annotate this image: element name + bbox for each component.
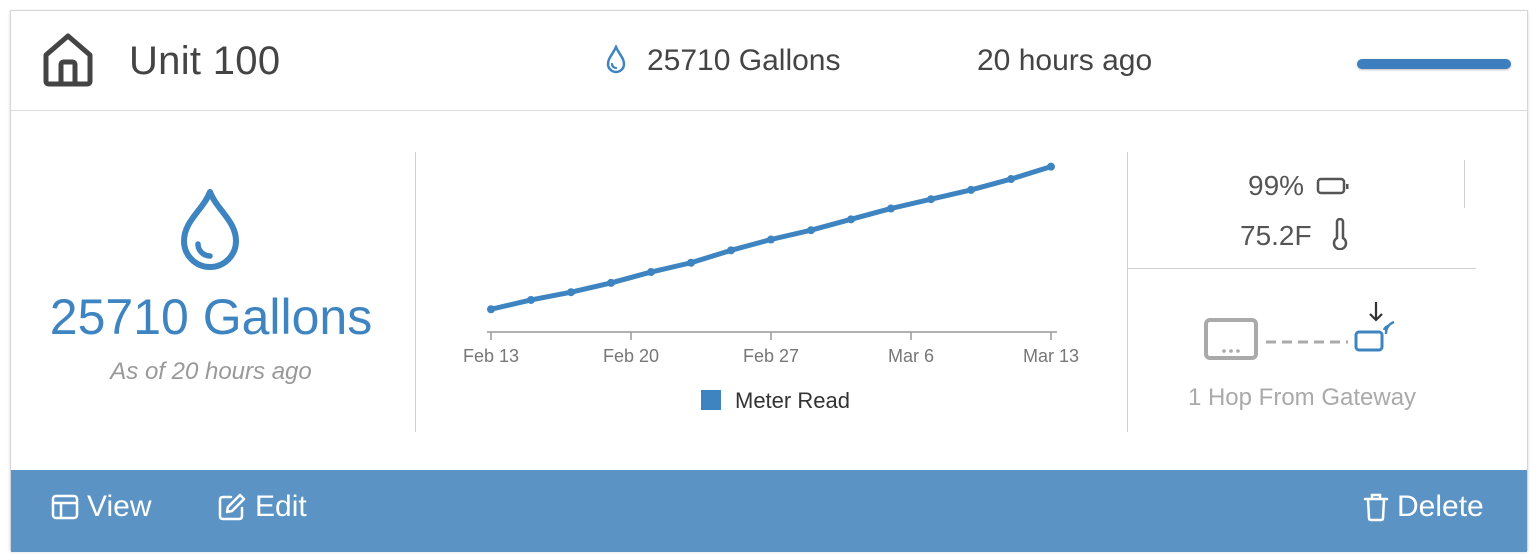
battery-icon xyxy=(1316,177,1349,195)
divider xyxy=(415,152,416,432)
network-diagram xyxy=(1204,302,1395,360)
view-button[interactable]: View xyxy=(51,490,151,524)
card-body: 25710 Gallons As of 20 hours ago Feb 13 F… xyxy=(11,112,1527,470)
divider xyxy=(1464,160,1465,208)
delete-button[interactable]: Delete xyxy=(1363,490,1484,524)
data-point xyxy=(807,226,815,235)
data-point xyxy=(927,195,935,204)
data-point xyxy=(887,204,895,213)
data-point xyxy=(567,288,575,297)
temperature-value: 75.2F xyxy=(1240,220,1312,251)
x-tick-label: Feb 27 xyxy=(743,346,799,366)
unit-title: Unit 100 xyxy=(129,39,281,83)
divider xyxy=(1128,268,1476,269)
water-drop-icon xyxy=(181,189,239,270)
data-point xyxy=(1047,162,1055,171)
legend-swatch xyxy=(701,390,721,410)
data-point xyxy=(527,295,535,304)
total-gallons: 25710 Gallons xyxy=(49,289,373,345)
data-point xyxy=(847,215,855,224)
thermometer-icon xyxy=(1333,217,1348,251)
data-point xyxy=(687,258,695,267)
view-icon xyxy=(51,494,79,520)
device-status: 99% 75.2F xyxy=(1128,112,1529,470)
gateway-icon xyxy=(1354,302,1395,352)
battery-status: 99% xyxy=(1248,170,1350,202)
divider xyxy=(1127,152,1128,432)
water-drop-icon xyxy=(606,45,626,74)
edit-button[interactable]: Edit xyxy=(217,490,307,524)
x-tick-label: Mar 13 xyxy=(1023,346,1079,366)
hop-count: 1 Hop From Gateway xyxy=(1187,384,1417,411)
data-point xyxy=(1007,175,1015,184)
header-last-read: 20 hours ago xyxy=(977,44,1153,77)
delete-label: Delete xyxy=(1397,490,1484,523)
battery-level: 99% xyxy=(1248,170,1305,201)
x-tick-label: Mar 6 xyxy=(888,346,934,366)
data-point xyxy=(607,278,615,287)
as-of-text: As of 20 hours ago xyxy=(110,358,312,385)
action-bar: View Edit Delete xyxy=(11,470,1527,552)
header-gallons: 25710 Gallons xyxy=(647,44,841,77)
x-tick-label: Feb 13 xyxy=(463,346,519,366)
home-icon xyxy=(43,33,93,87)
temperature-status: 75.2F xyxy=(1240,217,1351,252)
data-point xyxy=(767,235,775,244)
data-point xyxy=(487,305,495,314)
meter-read-chart: Feb 13 Feb 20 Feb 27 Mar 6 Mar 13 Meter Read xyxy=(463,162,1079,413)
view-label: View xyxy=(87,490,152,523)
usage-summary: 25710 Gallons As of 20 hours ago xyxy=(11,112,415,470)
data-point xyxy=(727,246,735,255)
edit-label: Edit xyxy=(255,490,307,523)
meter-device-icon xyxy=(1204,318,1258,360)
card-header: Unit 100 25710 Gallons 20 hours ago xyxy=(11,11,1527,111)
edit-icon xyxy=(218,493,246,521)
data-point xyxy=(647,268,655,277)
legend-label: Meter Read xyxy=(735,388,850,413)
meter-card: Unit 100 25710 Gallons 20 hours ago 2571… xyxy=(10,10,1528,552)
x-tick-label: Feb 20 xyxy=(603,346,659,366)
data-point xyxy=(967,185,975,194)
status-bar xyxy=(1357,59,1511,69)
trash-icon xyxy=(1363,493,1389,522)
